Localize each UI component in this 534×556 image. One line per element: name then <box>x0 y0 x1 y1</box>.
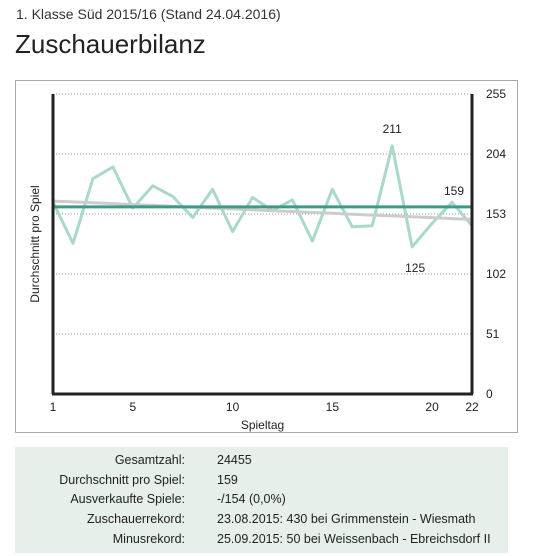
axis-layer <box>51 94 474 396</box>
stats-value: 25.09.2015: 50 bei Weissenbach - Ebreich… <box>217 532 491 547</box>
stats-value: 159 <box>217 472 238 487</box>
x-tick-label: 10 <box>226 400 240 414</box>
y-tick-label: 102 <box>486 267 506 281</box>
league-subtitle: 1. Klasse Süd 2015/16 (Stand 24.04.2016) <box>16 6 281 22</box>
stats-label: Gesamtzahl: <box>114 452 185 467</box>
stats-table: Gesamtzahl: 24455 Durchschnitt pro Spiel… <box>15 450 491 549</box>
annotation-label: 211 <box>383 122 402 136</box>
x-tick-label: 20 <box>425 400 439 414</box>
grid-layer <box>53 93 472 335</box>
y-axis-title: Durchschnitt pro Spiel <box>28 185 42 302</box>
stats-row: Ausverkaufte Spiele: -/154 (0,0%) <box>15 490 491 510</box>
series-line-2 <box>52 199 473 221</box>
stats-label: Durchschnitt pro Spiel: <box>59 472 185 487</box>
x-tick-label: 22 <box>465 400 479 414</box>
stats-value: 24455 <box>217 452 252 467</box>
stats-value: -/154 (0,0%) <box>217 492 286 507</box>
stats-value: 23.08.2015: 430 bei Grimmenstein - Wiesm… <box>217 512 476 527</box>
y-tick-label: 0 <box>486 387 493 401</box>
stats-row: Minusrekord: 25.09.2015: 50 bei Weissenb… <box>15 529 491 549</box>
stats-label: Minusrekord: <box>112 532 185 547</box>
stats-row: Zuschauerrekord: 23.08.2015: 430 bei Gri… <box>15 509 491 529</box>
stats-label: Ausverkaufte Spiele: <box>70 492 185 507</box>
x-tick-label: 5 <box>129 400 136 414</box>
series-line-1 <box>51 144 474 249</box>
y-tick-label: 255 <box>486 87 506 101</box>
y-tick-label: 51 <box>486 327 500 341</box>
attendance-chart: 0 51 102 153 204 255 1 5 10 15 20 22 Spieltag Durchsc… <box>15 80 518 433</box>
annotation-label: 159 <box>444 184 464 198</box>
stats-row: Gesamtzahl: 24455 <box>15 450 491 470</box>
page-title: Zuschauerbilanz <box>15 29 206 59</box>
stats-label: Zuschauerrekord: <box>87 512 185 527</box>
stats-row: Durchschnitt pro Spiel: 159 <box>15 470 491 490</box>
x-axis-title: Spieltag <box>241 418 284 432</box>
x-tick-label: 1 <box>50 400 57 414</box>
stats-panel: Gesamtzahl: 24455 Durchschnitt pro Spiel… <box>15 447 508 553</box>
series-layer <box>51 144 474 249</box>
annotation-label: 125 <box>405 261 425 275</box>
x-tick-label: 15 <box>326 400 340 414</box>
y-tick-label: 153 <box>486 207 506 221</box>
y-tick-label: 204 <box>486 147 506 161</box>
